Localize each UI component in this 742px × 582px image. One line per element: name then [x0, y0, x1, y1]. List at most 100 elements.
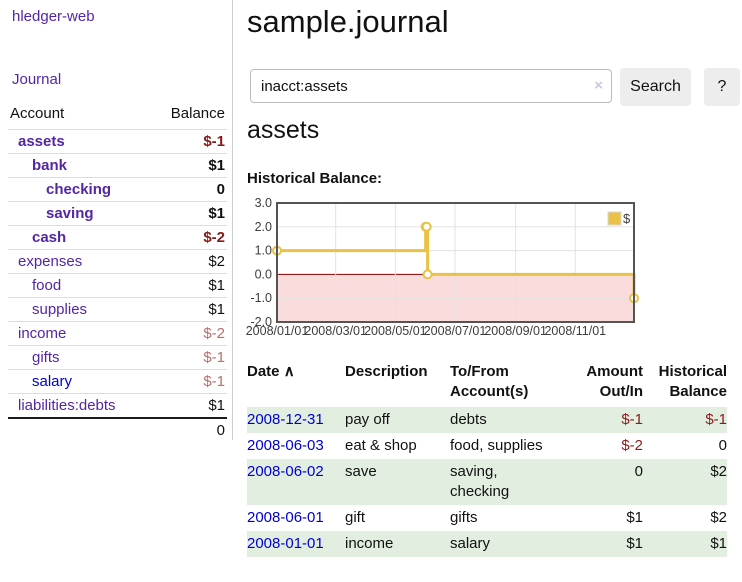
search-input[interactable]	[250, 69, 612, 103]
account-heading: assets	[247, 116, 320, 144]
svg-text:-2.0: -2.0	[250, 315, 272, 329]
svg-text:2008/03/01: 2008/03/01	[304, 324, 367, 338]
date-cell: 2008-12-31	[247, 407, 345, 433]
account-row: liabilities:debts $1	[8, 393, 227, 417]
transactions-header-row: Date ∧ Description To/From Account(s) Am…	[247, 362, 727, 407]
table-row: 2008-12-31 pay off debts $-1 $-1	[247, 407, 727, 433]
description-cell: eat & shop	[345, 437, 417, 454]
svg-text:2008/07/01: 2008/07/01	[424, 324, 487, 338]
transaction-date-link[interactable]: 2008-06-01	[247, 509, 324, 526]
transaction-date-link[interactable]: 2008-06-03	[247, 437, 324, 454]
description-cell: pay off	[345, 411, 390, 428]
sort-ascending-icon: ∧	[283, 363, 295, 380]
accounts-cell: saving, checking	[450, 463, 510, 500]
account-table-header: Account Balance	[8, 103, 227, 129]
account-balance: 0	[216, 181, 225, 198]
account-balance: $1	[208, 157, 225, 174]
sidebar: hledger-web Journal Account Balance asse…	[0, 0, 233, 440]
account-row: supplies $1	[8, 297, 227, 321]
amount-column-header: Amount Out/In	[586, 363, 643, 400]
account-balance: $2	[208, 253, 225, 270]
amount-cell: $1	[626, 509, 643, 526]
description-cell: income	[345, 535, 394, 552]
account-row: salary $-1	[8, 369, 227, 393]
account-balance: $-1	[203, 133, 225, 150]
balance-cell: $1	[710, 535, 727, 552]
account-link-food[interactable]: food	[32, 277, 62, 294]
account-balance: $1	[208, 301, 225, 318]
account-link-checking[interactable]: checking	[46, 181, 112, 198]
account-balance: $1	[208, 205, 225, 222]
date-column-header[interactable]: Date ∧	[247, 362, 345, 407]
transaction-date-link[interactable]: 2008-12-31	[247, 411, 324, 428]
account-row: assets $-1	[8, 129, 227, 153]
account-link-supplies[interactable]: supplies	[32, 301, 88, 318]
balance-column-header: Balance	[170, 105, 225, 122]
description-cell: save	[345, 463, 377, 480]
legend-label: $	[623, 211, 631, 226]
svg-text:1.0: 1.0	[255, 244, 272, 258]
app-title-link[interactable]: hledger-web	[12, 8, 95, 25]
account-column-header: Account	[10, 105, 65, 122]
svg-text:0.0: 0.0	[255, 267, 272, 281]
help-button[interactable]: ?	[704, 68, 740, 106]
account-balance: $-2	[203, 229, 225, 246]
date-cell: 2008-01-01	[247, 531, 345, 557]
account-row: checking 0	[8, 177, 227, 201]
svg-text:-1.0: -1.0	[250, 291, 272, 305]
clear-search-icon[interactable]: ×	[594, 77, 603, 94]
account-balance: $1	[208, 277, 225, 294]
accounts-cell: gifts	[450, 509, 478, 526]
svg-text:3.0: 3.0	[255, 196, 272, 210]
account-link-saving[interactable]: saving	[46, 205, 94, 222]
amount-cell: 0	[634, 463, 643, 480]
sidebar-item-journal[interactable]: Journal	[12, 71, 62, 88]
date-header-label: Date	[247, 363, 280, 380]
table-row: 2008-06-03 eat & shop food, supplies $-2 0	[247, 433, 727, 459]
search-button[interactable]: Search	[620, 68, 691, 106]
table-row: 2008-01-01 income salary $1 $1	[247, 531, 727, 557]
account-link-salary[interactable]: salary	[32, 373, 73, 390]
description-column-header: Description	[345, 363, 428, 380]
historical-balance-chart: 3.0 2.0 1.0 0.0 -1.0 -2.0 2008/01/01 2008/03/01…	[240, 196, 642, 351]
transaction-date-link[interactable]: 2008-01-01	[247, 535, 324, 552]
balance-cell: 0	[718, 437, 727, 454]
date-cell: 2008-06-02	[247, 459, 345, 505]
date-cell: 2008-06-01	[247, 505, 345, 531]
legend-swatch	[607, 211, 622, 226]
search-form: ×	[250, 69, 612, 103]
page-title: sample.journal	[247, 4, 449, 39]
account-row: saving $1	[8, 201, 227, 225]
account-balance: $-2	[203, 325, 225, 342]
accounts-cell: debts	[450, 411, 487, 428]
account-link-assets[interactable]: assets	[18, 133, 65, 150]
account-link-expenses[interactable]: expenses	[18, 253, 83, 270]
balance-column-header-main: Historical Balance	[658, 363, 727, 400]
account-row: food $1	[8, 273, 227, 297]
accounts-column-header: To/From Account(s)	[450, 363, 529, 400]
transaction-date-link[interactable]: 2008-06-02	[247, 463, 324, 480]
account-row: expenses $2	[8, 249, 227, 273]
description-cell: gift	[345, 509, 366, 526]
account-rows: assets $-1 bank $1 checking 0 saving $1 cash $-2 e…	[8, 129, 227, 417]
accounts-cell: food, supplies	[450, 437, 543, 454]
account-row: bank $1	[8, 153, 227, 177]
table-row: 2008-06-02 save saving, checking 0 $2	[247, 459, 727, 505]
account-link-bank[interactable]: bank	[32, 157, 68, 174]
chart-canvas: 3.0 2.0 1.0 0.0 -1.0 -2.02008/01/012008/03/01…	[246, 196, 639, 338]
amount-cell: $-2	[621, 437, 643, 454]
account-balance: $1	[208, 397, 225, 414]
account-row: income $-2	[8, 321, 227, 345]
account-link-cash[interactable]: cash	[32, 229, 67, 246]
amount-cell: $-1	[621, 411, 643, 428]
account-link-liabilities-debts[interactable]: liabilities:debts	[18, 397, 116, 414]
account-link-gifts[interactable]: gifts	[32, 349, 60, 366]
amount-cell: $1	[626, 535, 643, 552]
account-total: 0	[8, 417, 227, 442]
svg-text:2008/05/01: 2008/05/01	[364, 324, 427, 338]
balance-cell: $2	[710, 509, 727, 526]
transactions-table: Date ∧ Description To/From Account(s) Am…	[247, 362, 727, 557]
date-cell: 2008-06-03	[247, 433, 345, 459]
balance-cell: $-1	[705, 411, 727, 428]
account-link-income[interactable]: income	[18, 325, 67, 342]
